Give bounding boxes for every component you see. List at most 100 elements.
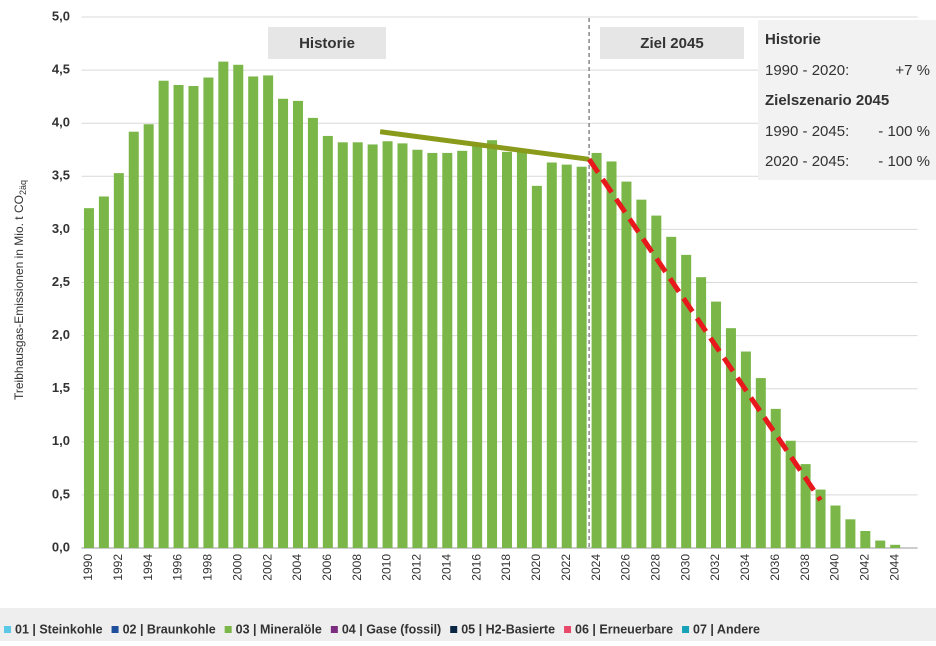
legend-label: 06 | Erneuerbare: [575, 622, 673, 636]
x-tick-label: 2024: [589, 554, 603, 581]
y-tick-label: 0,0: [52, 539, 70, 554]
y-tick-label: 1,5: [52, 380, 70, 395]
legend-label: 02 | Braunkohle: [123, 622, 216, 636]
bar-segment: [248, 76, 259, 549]
bar-segment: [233, 64, 244, 548]
legend-swatch: [450, 626, 458, 633]
bar-segment: [382, 141, 393, 548]
historie-label-box: [268, 27, 386, 59]
bar-segment: [367, 144, 378, 548]
bar-segment: [322, 135, 333, 548]
bar-segment: [591, 152, 602, 548]
bar-segment: [83, 208, 94, 548]
legend-swatch: [564, 626, 572, 633]
bar-segment: [158, 80, 169, 548]
y-axis-title-main: Treibhausgas-Emissionen in Mio. t CO: [12, 195, 26, 400]
x-tick-label: 2018: [499, 554, 513, 581]
historie-label: Historie: [299, 35, 355, 52]
bar-segment: [173, 84, 184, 548]
legend-label: 01 | Steinkohle: [15, 622, 103, 636]
bar-segment: [352, 142, 363, 549]
bar-segment: [98, 196, 109, 548]
x-tick-label: 2012: [410, 554, 424, 581]
bar-segment: [830, 505, 841, 548]
info-box-text: Historie 1990 - 2020: +7 % Zielszenario …: [765, 31, 930, 170]
bar-segment: [606, 161, 617, 548]
bar-segment: [845, 519, 856, 548]
y-tick-label: 2,0: [52, 327, 70, 342]
bar-segment: [815, 489, 826, 548]
info-title: Historie: [765, 31, 821, 48]
bar-segment: [681, 254, 692, 548]
info-box: [758, 20, 936, 180]
x-tick-label: 2038: [798, 554, 812, 581]
bar-segment: [666, 236, 677, 549]
bar-segment: [890, 544, 901, 548]
bar-segment: [711, 301, 722, 548]
x-tick-label: 2010: [380, 554, 394, 581]
bar-segment: [740, 351, 751, 548]
x-tick-label: 2026: [619, 554, 633, 581]
bar-segment: [875, 540, 886, 548]
y-axis-title-sub: 2äq: [18, 180, 28, 195]
bar-segment: [651, 215, 662, 548]
info-value: - 100 %: [878, 153, 930, 170]
x-tick-label: 2014: [439, 554, 453, 581]
legend-swatch: [224, 626, 232, 633]
bar-segment: [546, 162, 557, 548]
bar-segment: [128, 131, 139, 549]
bar-segment: [143, 124, 154, 549]
legend-label: 05 | H2-Basierte: [461, 622, 555, 636]
bar-segment: [561, 164, 572, 549]
x-tick-label: 2034: [738, 554, 752, 581]
bar-segment: [516, 151, 527, 548]
bar-segment: [307, 117, 318, 548]
bar-segment: [502, 151, 513, 548]
x-tick-label: 2016: [469, 554, 483, 581]
x-tick-label: 2036: [768, 554, 782, 581]
bar-segment: [576, 166, 587, 548]
x-tick-label: 2040: [828, 554, 842, 581]
bar-segment: [397, 143, 408, 549]
bar-segment: [785, 440, 796, 548]
x-tick-label: 2044: [887, 554, 901, 581]
ziel-label-box: [600, 27, 744, 59]
bar-segment: [188, 86, 199, 548]
bar-segment: [412, 149, 423, 548]
y-tick-label: 5,0: [52, 8, 70, 23]
x-tick-label: 2032: [708, 554, 722, 581]
bar-segment: [696, 277, 707, 548]
x-tick-label: 2042: [857, 554, 871, 581]
ziel-label: Ziel 2045: [640, 35, 703, 52]
bar-segment: [337, 142, 348, 549]
x-tick-label: 2030: [678, 554, 692, 581]
bar-segment: [203, 77, 214, 548]
bar-segment: [278, 98, 289, 549]
bar-segment: [636, 199, 647, 548]
x-tick-label: 1994: [141, 554, 155, 581]
y-tick-label: 4,5: [52, 62, 70, 77]
x-tick-label: 1990: [81, 554, 95, 581]
bar-segment: [800, 464, 811, 548]
bar-segment: [442, 152, 453, 548]
legend-label: 03 | Mineralöle: [236, 622, 322, 636]
x-tick-label: 2022: [559, 554, 573, 581]
y-tick-label: 2,5: [52, 274, 70, 289]
bar-segment: [427, 152, 438, 548]
y-tick-label: 1,0: [52, 433, 70, 448]
info-value: - 100 %: [878, 123, 930, 140]
x-tick-label: 2004: [290, 554, 304, 581]
y-tick-label: 3,5: [52, 168, 70, 183]
x-tick-label: 2000: [230, 554, 244, 581]
legend-label: 07 | Andere: [693, 622, 760, 636]
bar-segment: [860, 531, 871, 548]
trend-line: [379, 129, 590, 162]
y-axis-title: Treibhausgas-Emissionen in Mio. t CO2äq: [12, 180, 28, 400]
legend-label: 04 | Gase (fossil): [342, 622, 441, 636]
y-tick-label: 3,0: [52, 221, 70, 236]
bar-segment: [770, 408, 781, 548]
bar-segment: [113, 173, 124, 548]
info-label: 1990 - 2020:: [765, 62, 849, 79]
legend-swatch: [111, 626, 119, 633]
